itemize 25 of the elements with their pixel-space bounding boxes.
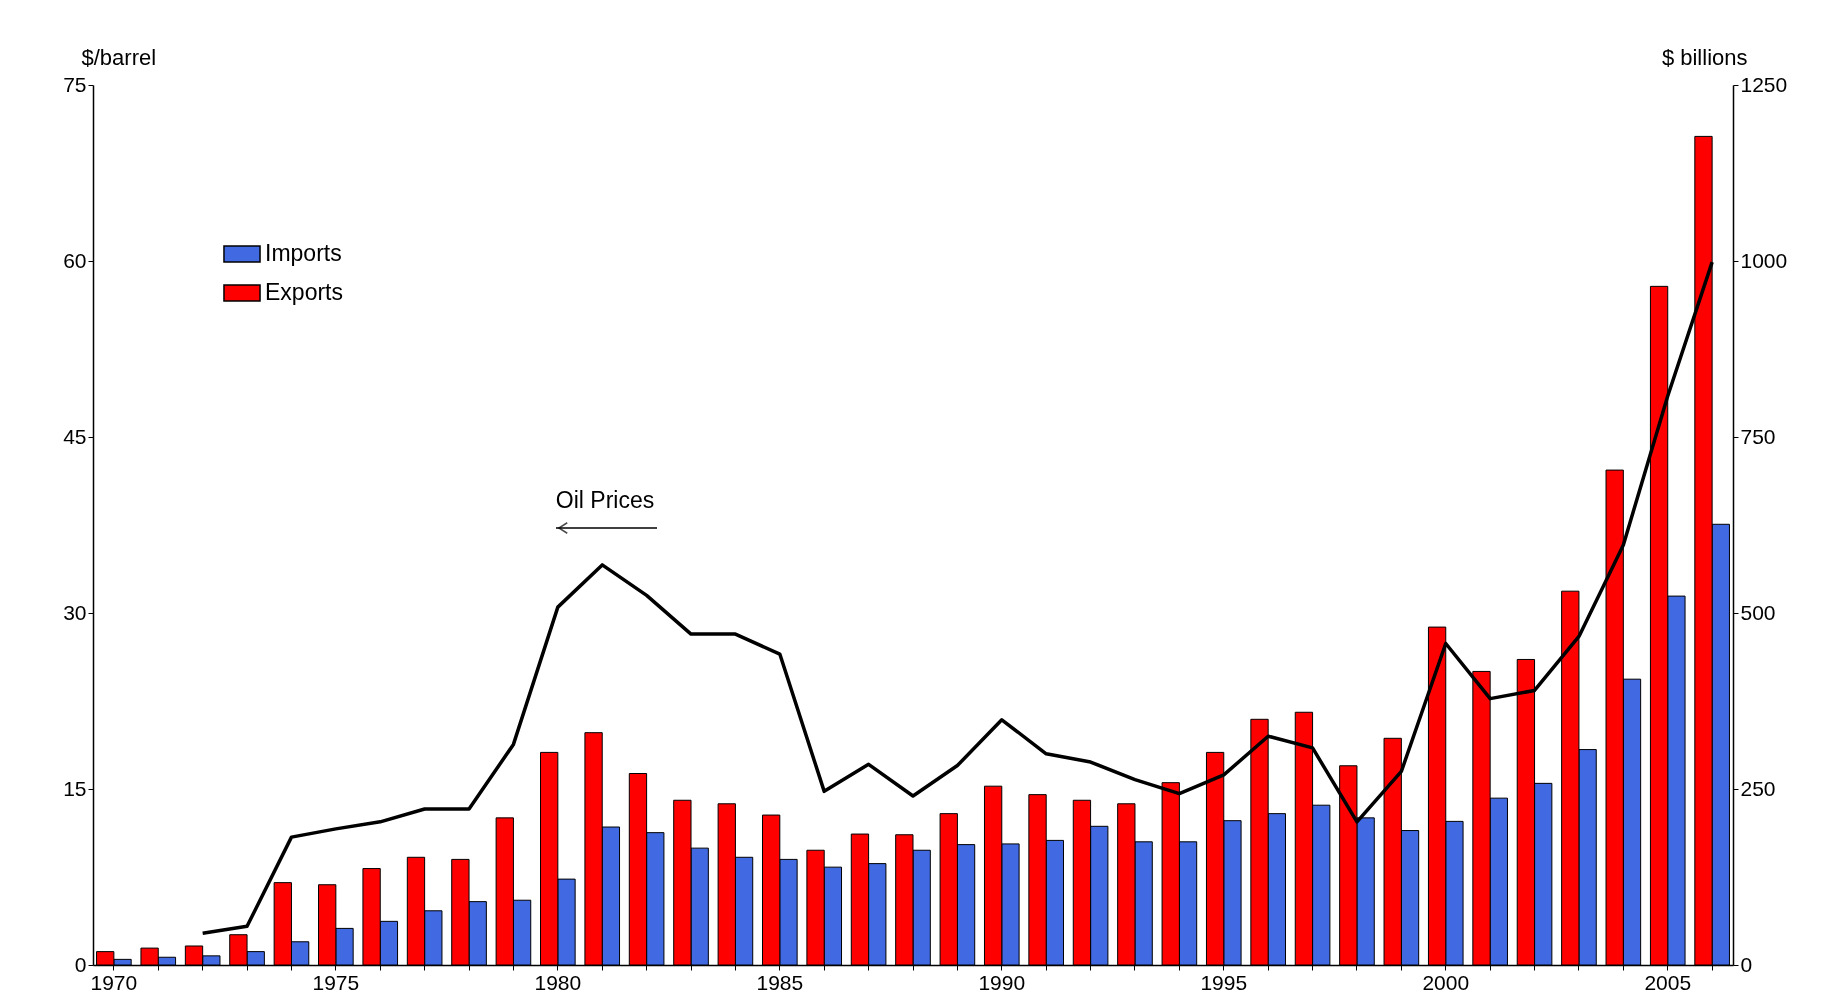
y2-tick-label: 1000 bbox=[1740, 248, 1788, 272]
y-tick-label: 45 bbox=[63, 424, 87, 448]
y-tick-label: 0 bbox=[74, 952, 87, 976]
legend-label: Exports bbox=[265, 279, 343, 305]
y2-tick-label: 250 bbox=[1740, 776, 1776, 800]
x-tick-label: 1975 bbox=[312, 970, 360, 994]
y-tick-label: 15 bbox=[63, 776, 87, 800]
x-tick-label: 1990 bbox=[978, 970, 1026, 994]
x-tick-label: 2000 bbox=[1422, 970, 1470, 994]
y-tick-label: 60 bbox=[63, 248, 87, 272]
x-tick-label: 1970 bbox=[90, 970, 138, 994]
y2-axis-title: $ billions bbox=[1661, 44, 1748, 70]
y-tick-label: 30 bbox=[63, 600, 87, 624]
x-tick-label: 1995 bbox=[1200, 970, 1248, 994]
legend-label: Imports bbox=[265, 240, 342, 266]
y2-tick-label: 1250 bbox=[1740, 72, 1788, 96]
x-tick-label: 1980 bbox=[534, 970, 582, 994]
y2-tick-label: 0 bbox=[1740, 952, 1753, 976]
annotation: Oil Prices bbox=[555, 487, 655, 513]
y-axis-title: $/barrel bbox=[81, 44, 157, 70]
x-tick-label: 1985 bbox=[756, 970, 804, 994]
y-tick-label: 75 bbox=[63, 72, 87, 96]
y2-tick-label: 750 bbox=[1740, 424, 1776, 448]
x-tick-label: 2005 bbox=[1644, 970, 1692, 994]
y2-tick-label: 500 bbox=[1740, 600, 1776, 624]
